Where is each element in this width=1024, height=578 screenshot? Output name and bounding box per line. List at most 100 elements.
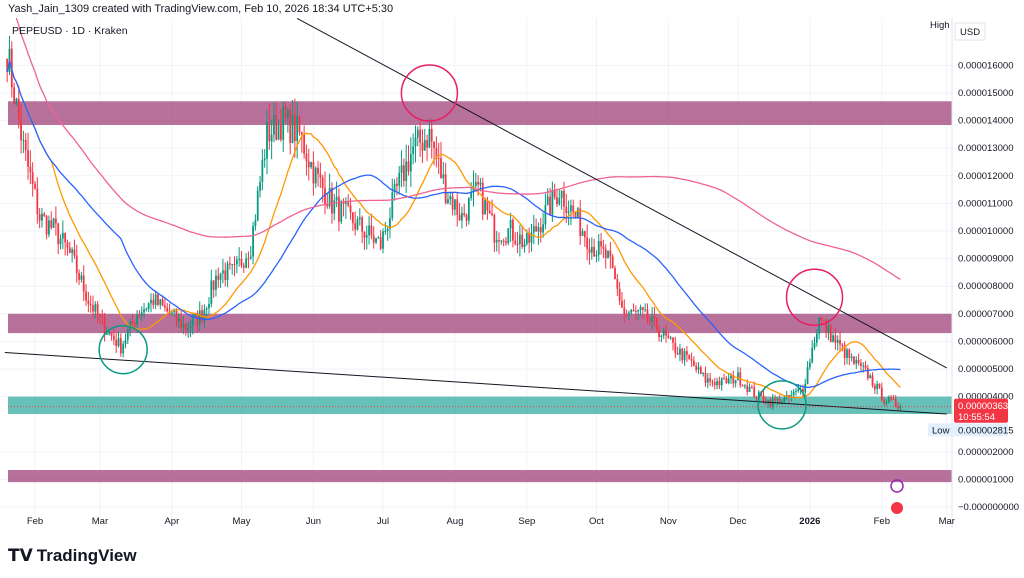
time-tick-label: Feb xyxy=(27,516,43,527)
symbol-legend[interactable]: PEPEUSD · 1D · Kraken xyxy=(12,25,128,37)
candle-body xyxy=(481,182,484,215)
candle-body xyxy=(486,200,489,211)
candle-body xyxy=(164,305,166,308)
candle-body xyxy=(110,332,113,336)
candle-body xyxy=(143,309,145,313)
lightning-icon xyxy=(890,479,904,493)
candle-body xyxy=(871,375,874,386)
candle-body xyxy=(667,335,670,338)
price-tick-label: 0.000011000 xyxy=(958,198,1013,209)
candle-body xyxy=(356,219,359,230)
candle-body xyxy=(897,406,899,409)
candle-body xyxy=(737,372,739,381)
low-value: 0.000002815 xyxy=(958,425,1013,436)
time-tick-label: Oct xyxy=(589,516,604,527)
candle-body xyxy=(416,129,419,138)
candle-body xyxy=(616,278,619,289)
candle-body xyxy=(64,232,67,243)
candle-body xyxy=(198,310,201,325)
candle-body xyxy=(131,321,134,324)
candle-body xyxy=(82,275,85,292)
candle-body xyxy=(887,397,890,403)
candle-body xyxy=(20,119,22,141)
candle-body xyxy=(361,217,364,232)
candle-body xyxy=(595,254,598,257)
candle-body xyxy=(29,166,32,173)
candle-body xyxy=(57,223,60,245)
candle-body xyxy=(96,304,99,315)
tradingview-logo[interactable]: 𝗧𝗩 TradingView xyxy=(8,546,137,566)
candle-body xyxy=(757,391,760,398)
candle-body xyxy=(138,315,141,317)
candle-body xyxy=(846,349,848,358)
candle-body xyxy=(530,232,533,243)
candle-body xyxy=(672,337,674,343)
candle-body xyxy=(741,385,744,387)
candle-body xyxy=(590,246,593,253)
price-tick-label: −0.000000000 xyxy=(958,502,1019,513)
candle-body xyxy=(546,196,549,206)
candle-body xyxy=(344,202,347,204)
candle-body xyxy=(866,368,869,379)
candle-body xyxy=(430,128,433,142)
candle-body xyxy=(215,275,217,290)
candle-body xyxy=(191,316,194,326)
candle-body xyxy=(880,387,883,401)
candle-body xyxy=(832,335,834,343)
candle-body xyxy=(150,299,152,304)
candle-body xyxy=(115,339,118,346)
candle-body xyxy=(857,359,860,363)
price-tick-label: 0.000007000 xyxy=(958,309,1013,320)
candle-body xyxy=(498,240,500,242)
time-tick-label: Sep xyxy=(518,516,535,527)
candle-body xyxy=(676,353,679,355)
candle-body xyxy=(400,165,403,173)
candle-body xyxy=(827,325,830,333)
candle-body xyxy=(245,258,248,268)
candle-body xyxy=(333,200,336,214)
price-chart[interactable]: −0.000000000 0.000001000 0.000002000 0.0000… xyxy=(0,18,1024,528)
candle-body xyxy=(389,218,391,229)
candle-body xyxy=(24,140,27,151)
candle-body xyxy=(495,240,498,243)
candle-body xyxy=(145,308,148,310)
time-tick-label: Feb xyxy=(874,516,890,527)
candle-body xyxy=(860,362,862,366)
candle-body xyxy=(328,187,331,207)
candle-body xyxy=(27,150,29,167)
price-tick-label: 0.000005000 xyxy=(958,364,1013,375)
candle-body xyxy=(512,219,514,241)
trendline xyxy=(4,351,947,415)
candle-body xyxy=(460,213,463,221)
price-tick-label: 0.000006000 xyxy=(958,336,1013,347)
axis-mode-label: High xyxy=(930,20,950,31)
annotation-circle xyxy=(400,64,459,122)
candle-body xyxy=(17,98,20,120)
candle-body xyxy=(210,280,213,305)
candle-body xyxy=(319,173,322,178)
candle-body xyxy=(730,375,732,379)
time-tick-label: Aug xyxy=(446,516,463,527)
candle-body xyxy=(470,192,473,198)
candle-body xyxy=(727,378,730,384)
candle-body xyxy=(73,249,76,256)
candle-body xyxy=(690,358,693,361)
candle-body xyxy=(54,218,57,224)
candle-body xyxy=(593,246,596,257)
price-tick-label: 0.000010000 xyxy=(958,226,1013,237)
candle-body xyxy=(488,210,491,214)
candle-body xyxy=(713,382,716,386)
candle-body xyxy=(890,397,892,400)
candle-body xyxy=(683,351,686,361)
candle-body xyxy=(351,212,354,224)
candle-body xyxy=(769,399,772,407)
candle-body xyxy=(428,128,431,148)
price-tick-label: 0.000013000 xyxy=(958,143,1013,154)
candle-body xyxy=(549,196,551,215)
candle-body xyxy=(850,356,853,358)
candle-body xyxy=(465,215,468,221)
candle-body xyxy=(384,230,387,232)
candle-body xyxy=(340,201,343,222)
candle-body xyxy=(463,213,466,216)
candle-body xyxy=(746,385,749,392)
